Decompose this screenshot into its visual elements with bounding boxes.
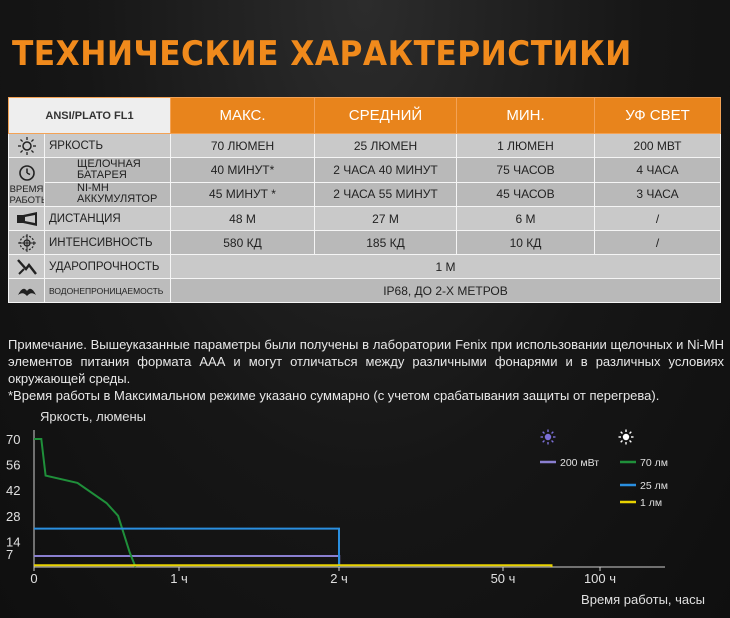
nimh-label-line1: NI-MH	[77, 182, 109, 195]
note-line2: *Время работы в Максимальном режиме указ…	[8, 388, 660, 403]
intensity-max: 580 КД	[170, 230, 315, 255]
alkaline-mid: 2 ЧАСА 40 МИНУТ	[314, 157, 457, 183]
alkaline-label: ЩЕЛОЧНАЯ БАТАРЕЯ	[44, 157, 171, 183]
waterproof-label: ВОДОНЕПРОНИЦАЕМОСТЬ	[44, 278, 171, 303]
legend-label: 200 мВт	[560, 457, 599, 469]
y-tick-label: 14	[6, 534, 20, 549]
impact-label: УДАРОПРОЧНОСТЬ	[44, 254, 171, 279]
runtime-alkaline-row: ВРЕМЯ РАБОТЫ ЩЕЛОЧНАЯ БАТАРЕЯ 40 МИНУТ* …	[8, 157, 721, 207]
y-axis-label: Яркость, люмены	[40, 409, 146, 424]
series-line	[34, 564, 553, 567]
distance-uv: /	[594, 206, 721, 231]
clock-icon	[18, 165, 35, 181]
intensity-mid: 185 КД	[314, 230, 457, 255]
y-tick-label: 56	[6, 458, 20, 473]
nimh-label: NI-MH АККУМУЛЯТОР	[44, 181, 171, 207]
legend-label: 1 лм	[640, 497, 662, 509]
intensity-uv: /	[594, 230, 721, 255]
waterproof-value: IP68, ДО 2-Х МЕТРОВ	[170, 278, 721, 303]
x-axis-label: Время работы, часы	[581, 592, 705, 607]
x-tick-label: 50 ч	[491, 571, 516, 586]
alkaline-max: 40 МИНУТ*	[170, 157, 315, 183]
table-header-row: ANSI/PLATO FL1 МАКС. СРЕДНИЙ МИН. УФ СВЕ…	[8, 97, 721, 134]
distance-row: ДИСТАНЦИЯ 48 М 27 М 6 М /	[8, 206, 721, 231]
brightness-mid: 25 ЛЮМЕН	[314, 133, 457, 158]
nimh-uv: 3 ЧАСА	[594, 181, 721, 207]
white-light-icon	[618, 429, 634, 445]
x-tick-label: 2 ч	[330, 571, 348, 586]
x-tick-label: 100 ч	[584, 571, 616, 586]
alkaline-label-line1: ЩЕЛОЧНАЯ	[77, 157, 141, 170]
nimh-label-line2: АККУМУЛЯТОР	[77, 193, 158, 206]
target-icon	[8, 230, 45, 255]
alkaline-label-line2: БАТАРЕЯ	[77, 168, 127, 181]
brightness-row: ЯРКОСТЬ 70 ЛЮМЕН 25 ЛЮМЕН 1 ЛЮМЕН 200 МВ…	[8, 133, 721, 158]
x-tick-label: 1 ч	[170, 571, 188, 586]
header-max: МАКС.	[170, 97, 315, 134]
impact-row: УДАРОПРОЧНОСТЬ 1 М	[8, 254, 721, 279]
series-line	[34, 438, 137, 568]
alkaline-min: 75 ЧАСОВ	[456, 157, 595, 183]
brightness-min: 1 ЛЮМЕН	[456, 133, 595, 158]
runtime-cell: ВРЕМЯ РАБОТЫ	[8, 157, 45, 207]
y-tick-label: 42	[6, 483, 20, 498]
distance-max: 48 М	[170, 206, 315, 231]
legend-label: 25 лм	[640, 480, 668, 492]
impact-value: 1 М	[170, 254, 721, 279]
nimh-mid: 2 ЧАСА 55 МИНУТ	[314, 181, 457, 207]
impact-icon	[8, 254, 45, 279]
header-uv: УФ СВЕТ	[594, 97, 721, 134]
water-drop-icon	[8, 278, 45, 303]
alkaline-uv: 4 ЧАСА	[594, 157, 721, 183]
waterproof-row: ВОДОНЕПРОНИЦАЕМОСТЬ IP68, ДО 2-Х МЕТРОВ	[8, 278, 721, 303]
spec-table: ANSI/PLATO FL1 МАКС. СРЕДНИЙ МИН. УФ СВЕ…	[8, 97, 721, 303]
y-tick-label: 7	[6, 547, 13, 562]
intensity-label: ИНТЕНСИВНОСТЬ	[44, 230, 171, 255]
runtime-label: ВРЕМЯ РАБОТЫ	[9, 184, 44, 206]
nimh-min: 45 ЧАСОВ	[456, 181, 595, 207]
intensity-row: ИНТЕНСИВНОСТЬ 580 КД 185 КД 10 КД /	[8, 230, 721, 255]
legend-label: 70 лм	[640, 457, 668, 469]
page-title: ТЕХНИЧЕСКИЕ ХАРАКТЕРИСТИКИ	[12, 34, 632, 74]
distance-label: ДИСТАНЦИЯ	[44, 206, 171, 231]
brightness-uv: 200 МВТ	[594, 133, 721, 158]
intensity-min: 10 КД	[456, 230, 595, 255]
nimh-max: 45 МИНУТ *	[170, 181, 315, 207]
model-name: ANSI/PLATO FL1	[8, 97, 171, 134]
distance-min: 6 М	[456, 206, 595, 231]
header-mid: СРЕДНИЙ	[314, 97, 457, 134]
note: Примечание. Вышеуказанные параметры были…	[8, 336, 724, 404]
sun-icon	[8, 133, 45, 158]
distance-mid: 27 М	[314, 206, 457, 231]
beam-icon	[8, 206, 45, 231]
runtime-nimh-row: NI-MH АККУМУЛЯТОР 45 МИНУТ * 2 ЧАСА 55 М…	[9, 181, 721, 207]
series-line	[34, 527, 340, 567]
y-tick-label: 70	[6, 432, 20, 447]
uv-light-icon	[540, 429, 556, 445]
y-tick-label: 28	[6, 509, 20, 524]
note-line1: Примечание. Вышеуказанные параметры были…	[8, 337, 724, 386]
runtime-chart: Яркость, люмены Время работы, часы 714 28…	[6, 409, 705, 607]
header-min: МИН.	[456, 97, 595, 134]
x-tick-label: 0	[30, 571, 37, 586]
brightness-label: ЯРКОСТЬ	[44, 133, 171, 158]
brightness-max: 70 ЛЮМЕН	[170, 133, 315, 158]
